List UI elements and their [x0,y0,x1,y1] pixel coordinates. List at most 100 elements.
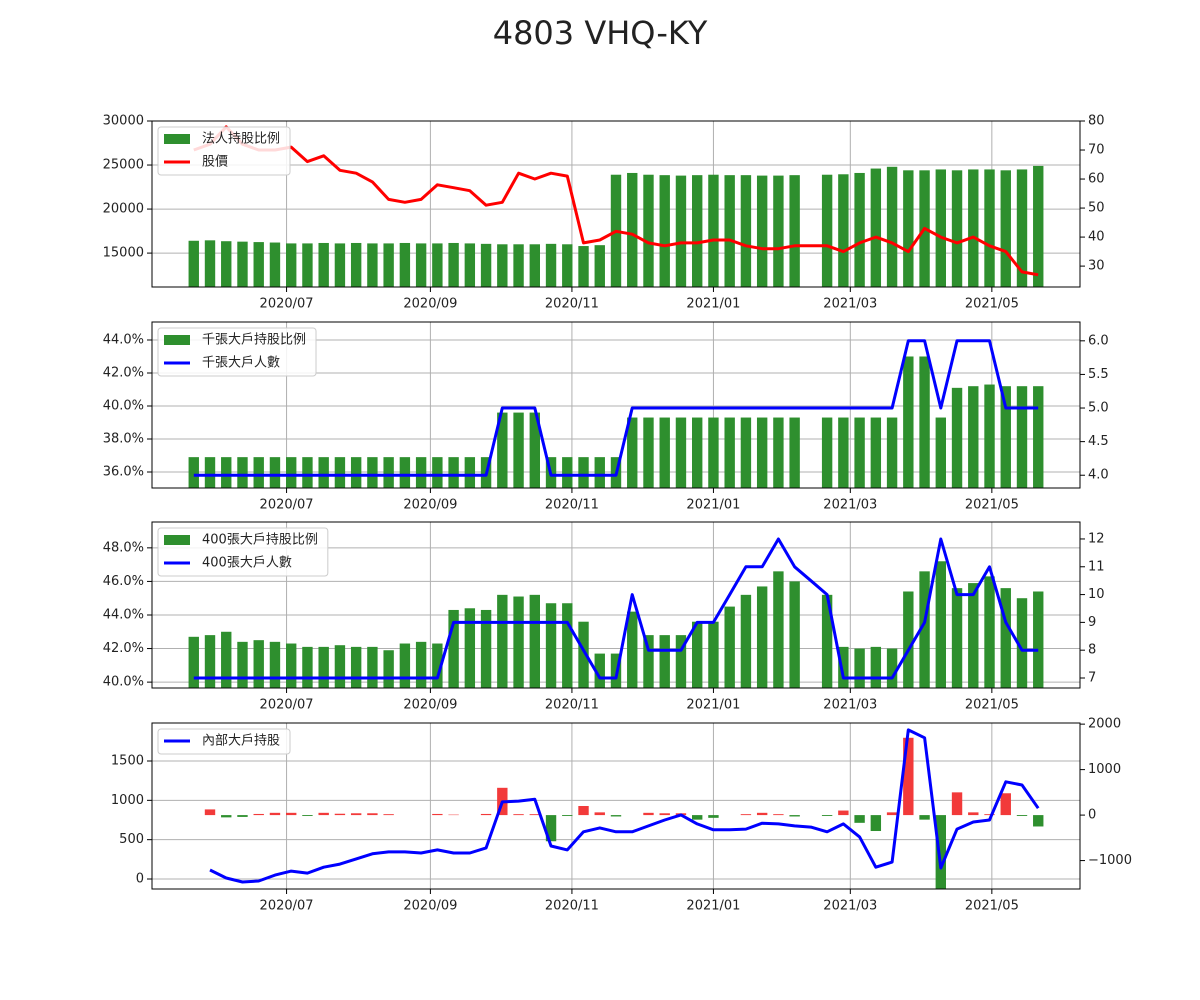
y2-tick-label: 80 [1088,114,1105,129]
bar [497,412,508,488]
x-tick-label: 2021/05 [965,899,1019,914]
bar [221,815,232,818]
bar [789,417,800,488]
bar [838,646,849,688]
bar [204,635,216,688]
bar [627,417,638,488]
bar [854,648,865,688]
bar [415,641,427,688]
y-tick-label: 20000 [103,202,144,217]
panel: 2020/07 2020/09 2020/11 2021/01 2021/03 2021/… [103,521,1105,713]
bar [286,643,297,688]
legend-swatch [164,335,190,345]
legend-box [157,728,291,755]
bar [302,457,313,488]
bar [594,457,605,488]
bar [968,169,979,287]
legend: 400張大戶持股比例 400張大戶人數 [157,527,329,577]
bar [432,243,443,287]
axes-frame [151,722,1081,890]
bar [773,814,784,816]
bar [253,640,264,688]
bar [464,243,476,287]
y2-tick-label: 12 [1088,531,1105,546]
bar [480,243,492,287]
axes-frame [151,120,1081,288]
bar [935,169,946,287]
line [209,728,1040,884]
bar [1016,386,1028,488]
y-tick-label: 15000 [103,246,144,261]
bar [221,457,232,488]
bar [237,457,248,488]
y2-tick-label: 60 [1088,172,1105,187]
bar [204,240,216,287]
y-tick-label: 40.0% [103,398,144,413]
x-tick-label: 2020/07 [260,698,314,713]
y2-tick-label: 4.5 [1088,434,1109,449]
bar [334,645,346,688]
bar [562,457,573,488]
bar [367,457,378,488]
bar [1016,169,1028,287]
bar [545,243,557,287]
axes-frame [151,521,1081,689]
legend-label: 千張大戶持股比例 [202,333,306,348]
bar [1033,165,1044,287]
y-tick-label: 46.0% [103,574,144,589]
bar [935,561,946,688]
bar [1016,815,1028,817]
bar [692,417,703,488]
x-tick-label: 2020/11 [545,498,599,513]
bar [643,417,654,488]
bar [253,457,264,488]
y2-tick-label: 11 [1088,559,1105,574]
bar [334,457,346,488]
x-tick-label: 2020/09 [403,899,457,914]
bar [432,457,443,488]
bar [513,596,524,688]
bar [838,810,849,816]
y-tick-label: 25000 [103,158,144,173]
bar [756,417,768,488]
x-tick-label: 2021/05 [965,498,1019,513]
bar [740,417,752,488]
bar [821,417,833,488]
bar [237,815,248,817]
plot-area [188,125,1044,287]
bar [562,244,573,287]
bar [350,457,362,488]
bar [367,243,378,287]
y2-tick-label: 8 [1088,643,1096,658]
bar [578,246,589,287]
bar [318,646,329,688]
bar [756,812,768,816]
bar [399,643,411,688]
bar [756,175,768,287]
bar [302,243,313,287]
x-tick-label: 2020/07 [260,498,314,513]
bar [188,457,199,488]
bar [480,813,492,816]
bar [610,815,622,817]
bar [854,417,865,488]
y-tick-label: 44.0% [103,607,144,622]
bar [529,244,540,287]
bar [773,175,784,287]
bar [497,594,508,688]
bar [188,636,199,688]
bar [497,244,508,287]
bar [870,646,882,688]
bar [821,174,833,287]
x-tick-label: 2021/03 [823,498,877,513]
x-tick-label: 2021/01 [686,498,740,513]
y2-tick-label: 40 [1088,230,1105,245]
bar [221,241,232,287]
bar [269,457,281,488]
bar [903,737,914,816]
bar [692,815,703,820]
bar [448,242,459,287]
bar [659,635,670,688]
bar [350,646,362,688]
